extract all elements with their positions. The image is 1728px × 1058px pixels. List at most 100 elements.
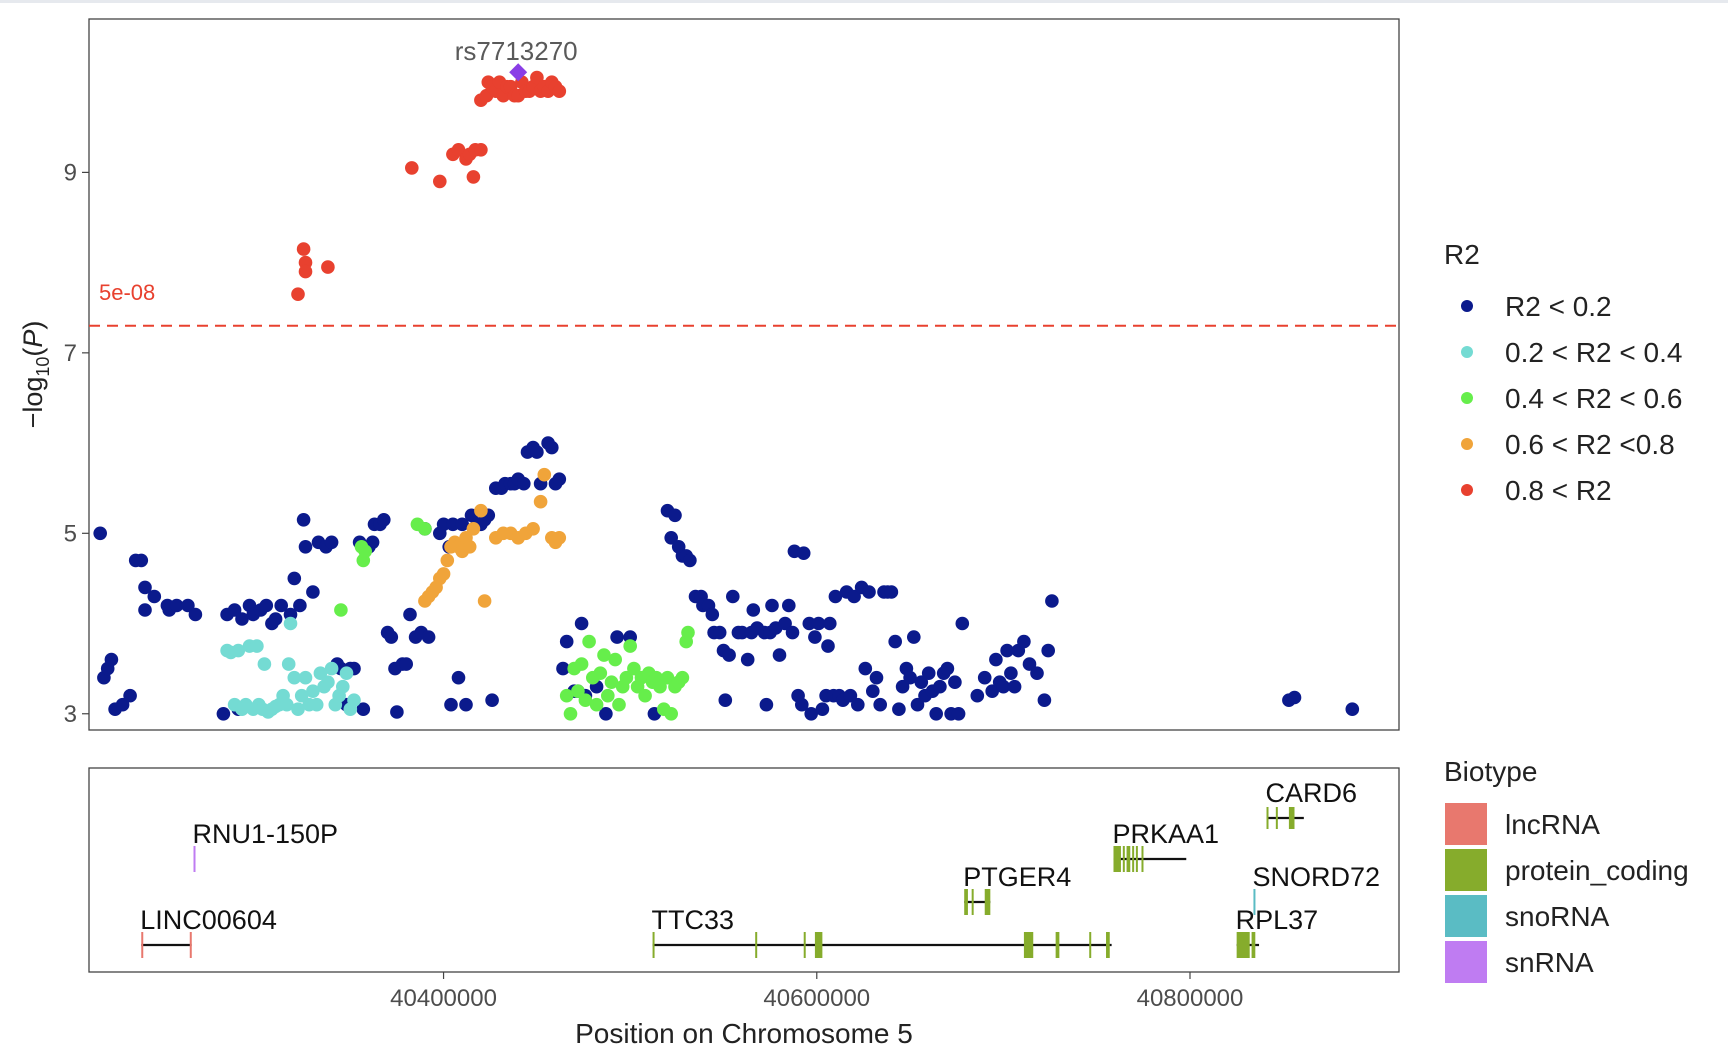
data-point — [294, 688, 309, 703]
gene-exon — [1266, 807, 1269, 829]
data-point — [895, 679, 910, 694]
data-point — [436, 517, 451, 532]
data-point — [324, 535, 339, 550]
data-point — [436, 567, 451, 581]
biotype-legend-title: Biotype — [1444, 756, 1537, 787]
data-point — [227, 603, 242, 617]
data-point — [291, 287, 305, 302]
data-point — [462, 540, 477, 554]
y-axis-label: −log10(P) — [18, 321, 53, 429]
data-point — [795, 697, 809, 712]
gene-exon — [1236, 932, 1250, 958]
data-point — [858, 661, 873, 676]
gene-exon — [1132, 846, 1135, 872]
data-point — [1463, 648, 1477, 662]
gene-rpl37: RPL37 — [1236, 905, 1318, 958]
data-point — [735, 625, 749, 640]
data-point — [746, 603, 761, 617]
data-point — [627, 661, 641, 676]
data-point — [815, 702, 830, 716]
data-point — [526, 522, 540, 536]
data-point — [668, 508, 682, 523]
gene-rnu1-150p: RNU1-150P — [193, 819, 338, 872]
data-point — [1041, 643, 1055, 658]
r2-legend-key — [1461, 392, 1473, 404]
data-point — [552, 84, 567, 98]
data-point — [782, 598, 796, 613]
data-point — [104, 652, 119, 667]
data-point — [823, 616, 837, 631]
data-point — [1000, 643, 1014, 658]
association-panel-frame — [88, 18, 1400, 731]
x-tick-label: 40600000 — [763, 985, 870, 1012]
gene-exon — [1253, 889, 1256, 915]
data-point — [1345, 702, 1360, 716]
gene-exon — [755, 932, 758, 958]
data-point — [446, 517, 460, 532]
biotype-legend: Biotype lncRNA protein_coding snoRNA snRNA — [1444, 756, 1689, 983]
series-0-6-r2-0-8 — [418, 467, 567, 608]
data-point — [321, 260, 335, 274]
data-point — [280, 697, 294, 712]
gene-track-panel-frame — [88, 767, 1400, 973]
data-point — [287, 670, 302, 685]
data-point — [778, 616, 792, 631]
biotype-legend-label: snoRNA — [1505, 901, 1610, 932]
data-point — [433, 174, 447, 189]
data-point — [466, 170, 481, 184]
data-point — [281, 657, 296, 671]
data-point — [399, 657, 414, 671]
series-0-8-r2 — [291, 70, 567, 302]
data-point — [268, 612, 283, 626]
data-point — [740, 652, 755, 667]
data-point — [181, 598, 195, 613]
data-point — [138, 580, 152, 595]
data-point — [384, 630, 399, 644]
data-point — [93, 526, 107, 541]
data-point — [259, 598, 274, 613]
gene-exon — [141, 932, 144, 958]
data-point — [599, 707, 613, 721]
r2-legend-label: 0.4 < R2 < 0.6 — [1505, 383, 1682, 414]
data-point — [759, 697, 774, 712]
data-point — [293, 598, 307, 613]
data-point — [612, 697, 626, 712]
gene-exon — [984, 889, 991, 915]
gene-exon — [1135, 846, 1138, 872]
gene-exon — [1089, 932, 1092, 958]
r2-legend-label: 0.2 < R2 < 0.4 — [1505, 337, 1682, 368]
data-point — [298, 264, 313, 279]
gene-exon — [1055, 932, 1060, 958]
data-point — [298, 670, 313, 685]
data-point — [358, 544, 373, 559]
data-point — [235, 612, 249, 626]
data-point — [811, 616, 826, 631]
gene-label: SNORD72 — [1252, 862, 1380, 892]
data-point — [869, 670, 884, 685]
data-point — [726, 589, 740, 604]
data-point — [309, 697, 324, 712]
gene-exon — [1141, 846, 1144, 872]
data-point — [955, 616, 970, 631]
gene-exon — [803, 932, 806, 958]
data-point — [862, 585, 876, 599]
data-point — [1017, 634, 1031, 649]
data-point — [517, 476, 531, 491]
data-point — [321, 675, 335, 689]
data-point — [1030, 666, 1044, 680]
data-point — [996, 679, 1011, 694]
data-point — [712, 625, 727, 640]
data-point — [347, 693, 361, 707]
data-point — [873, 697, 887, 712]
r2-legend-label: 0.6 < R2 <0.8 — [1505, 429, 1675, 460]
gene-label: PRKAA1 — [1112, 819, 1219, 849]
data-point — [722, 648, 736, 662]
x-tick-label: 40400000 — [390, 985, 497, 1012]
gene-exon — [814, 932, 823, 958]
data-point — [705, 607, 720, 622]
data-point — [296, 513, 311, 527]
data-point — [638, 688, 652, 703]
x-tick-label: 40800000 — [1137, 985, 1244, 1012]
gene-exon — [971, 889, 974, 915]
gene-track-panel: RNU1-150P LINC00604 TTC33 PTGER4 PRKAA1 CARD6… — [88, 767, 1400, 1049]
